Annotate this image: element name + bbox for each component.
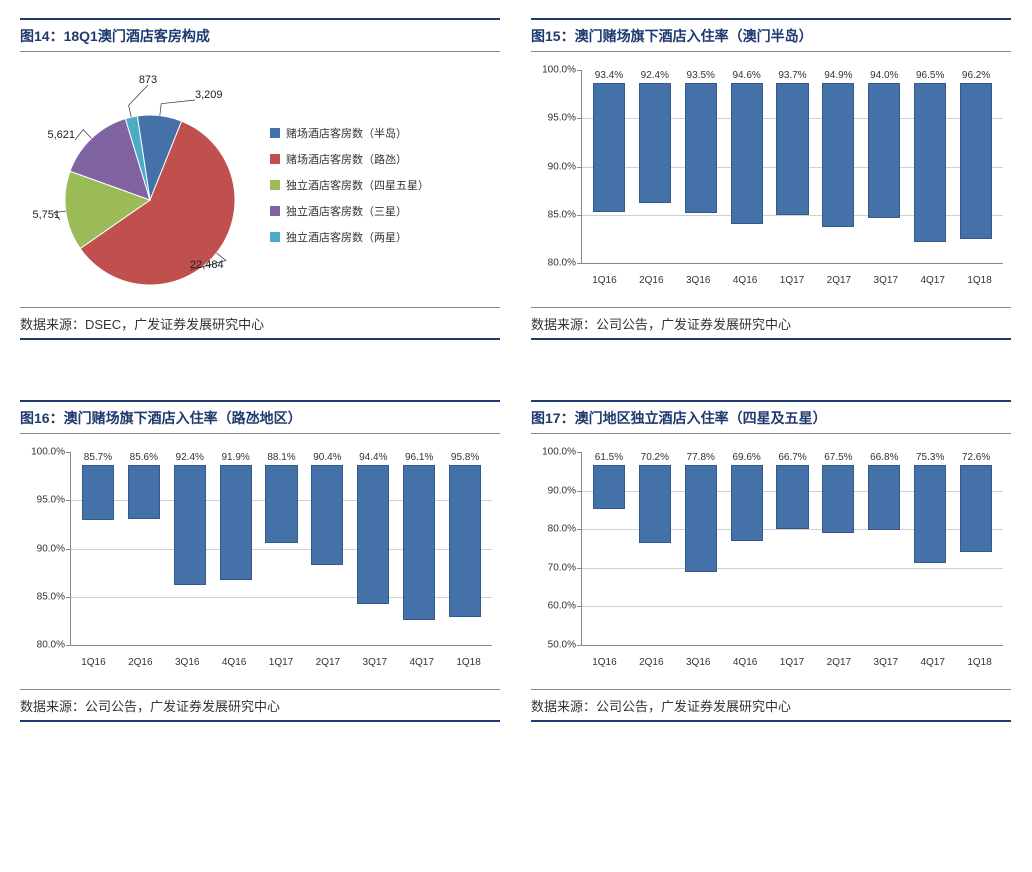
panel-title: 图14：18Q1澳门酒店客房构成 <box>20 18 500 52</box>
panel-15: 图15：澳门赌场旗下酒店入住率（澳门半岛） 80.0%85.0%90.0%95.… <box>531 18 1011 340</box>
bar: 85.6% <box>121 452 167 645</box>
panel-title: 图17：澳门地区独立酒店入住率（四星及五星） <box>531 400 1011 434</box>
panel-16: 图16：澳门赌场旗下酒店入住率（路氹地区） 80.0%85.0%90.0%95.… <box>20 400 500 722</box>
legend-item: 独立酒店客房数（四星五星） <box>270 177 429 193</box>
bar: 92.4% <box>167 452 213 645</box>
pie-chart: 3,20922,4845,7515,621873 赌场酒店客房数（半岛）赌场酒店… <box>20 52 500 307</box>
legend-item: 赌场酒店客房数（半岛） <box>270 125 429 141</box>
bar: 70.2% <box>632 452 678 645</box>
bar: 92.4% <box>632 70 678 263</box>
svg-text:5,751: 5,751 <box>32 209 60 221</box>
bar: 94.0% <box>861 70 907 263</box>
bar: 77.8% <box>678 452 724 645</box>
pie-svg: 3,209 22,484 5,751 5,621 873 <box>20 65 270 305</box>
panel-source: 数据来源：DSEC，广发证券发展研究中心 <box>20 307 500 340</box>
bar: 66.7% <box>770 452 816 645</box>
bar: 96.2% <box>953 70 999 263</box>
svg-text:5,621: 5,621 <box>47 129 75 141</box>
panel-source: 数据来源：公司公告，广发证券发展研究中心 <box>20 689 500 722</box>
bar: 93.5% <box>678 70 724 263</box>
bar: 88.1% <box>259 452 305 645</box>
bar-chart: 80.0%85.0%90.0%95.0%100.0%93.4%92.4%93.5… <box>531 52 1011 307</box>
bar: 93.7% <box>770 70 816 263</box>
legend-item: 独立酒店客房数（两星） <box>270 229 429 245</box>
bar: 75.3% <box>907 452 953 645</box>
bar: 96.5% <box>907 70 953 263</box>
pie-legend: 赌场酒店客房数（半岛） 赌场酒店客房数（路氹） 独立酒店客房数（四星五星） 独立酒店客… <box>270 115 429 255</box>
bar: 96.1% <box>396 452 442 645</box>
legend-item: 赌场酒店客房数（路氹） <box>270 151 429 167</box>
bar: 90.4% <box>304 452 350 645</box>
bar: 69.6% <box>724 452 770 645</box>
bar: 91.9% <box>213 452 259 645</box>
panel-14: 图14：18Q1澳门酒店客房构成 3,209 22,484 5,751 5,621 87… <box>20 18 500 340</box>
legend-item: 独立酒店客房数（三星） <box>270 203 429 219</box>
panel-17: 图17：澳门地区独立酒店入住率（四星及五星） 50.0%60.0%70.0%80… <box>531 400 1011 722</box>
svg-text:3,209: 3,209 <box>195 89 223 101</box>
bar-chart: 50.0%60.0%70.0%80.0%90.0%100.0%61.5%70.2… <box>531 434 1011 689</box>
bar: 67.5% <box>815 452 861 645</box>
panel-source: 数据来源：公司公告，广发证券发展研究中心 <box>531 689 1011 722</box>
svg-text:873: 873 <box>139 74 157 86</box>
panel-title: 图16：澳门赌场旗下酒店入住率（路氹地区） <box>20 400 500 434</box>
bar: 61.5% <box>586 452 632 645</box>
bar: 94.6% <box>724 70 770 263</box>
bar-chart: 80.0%85.0%90.0%95.0%100.0%85.7%85.6%92.4… <box>20 434 500 689</box>
panel-source: 数据来源：公司公告，广发证券发展研究中心 <box>531 307 1011 340</box>
bar: 95.8% <box>442 452 488 645</box>
bar: 94.9% <box>815 70 861 263</box>
bar: 72.6% <box>953 452 999 645</box>
panel-title: 图15：澳门赌场旗下酒店入住率（澳门半岛） <box>531 18 1011 52</box>
svg-text:22,484: 22,484 <box>190 259 224 271</box>
bar: 94.4% <box>350 452 396 645</box>
bar: 66.8% <box>861 452 907 645</box>
bar: 85.7% <box>75 452 121 645</box>
bar: 93.4% <box>586 70 632 263</box>
